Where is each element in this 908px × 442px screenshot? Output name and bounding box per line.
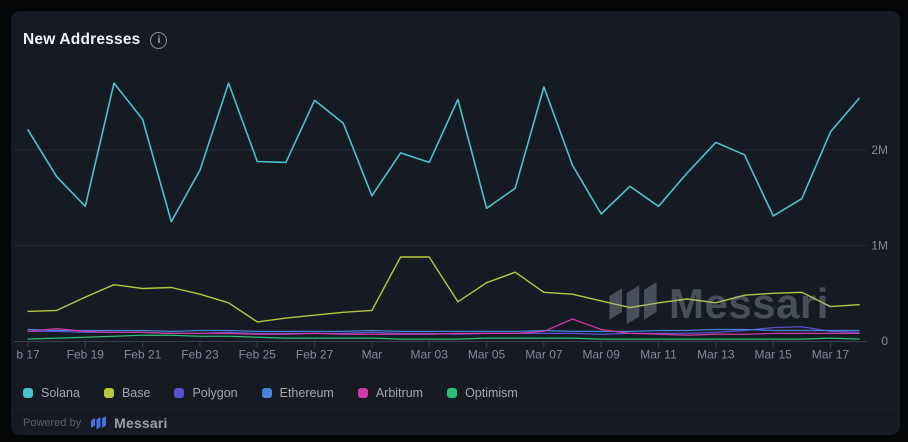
chart-legend: Solana Base Polygon Ethereum Arbitrum Optimis…: [23, 386, 518, 400]
x-axis-label: b 17: [16, 348, 40, 362]
y-axis-label: 1M: [871, 239, 888, 253]
legend-item-solana[interactable]: Solana: [23, 386, 80, 400]
x-axis-label: Mar 15: [754, 348, 792, 362]
x-axis-label: Mar 13: [697, 348, 735, 362]
y-axis-label: 2M: [871, 143, 888, 157]
legend-label: Polygon: [192, 386, 238, 400]
card-header: New Addresses i: [23, 31, 168, 49]
legend-swatch-base: [103, 388, 114, 398]
legend-label: Base: [121, 386, 151, 400]
x-axis-label: Mar: [362, 348, 383, 362]
legend-item-arbitrum[interactable]: Arbitrum: [357, 386, 424, 400]
chart-area: b 17 Feb 19 Feb 21 Feb 23 Feb 25 Feb 27 Mar Mar…: [11, 60, 900, 372]
x-axis-label: Mar 17: [812, 348, 850, 362]
series-line-ethereum: [27, 328, 860, 333]
y-axis-label: 0: [881, 334, 888, 348]
series-line-optimism: [27, 334, 860, 340]
x-axis-label: Feb 21: [124, 348, 162, 362]
powered-by-label: Powered by: [23, 416, 82, 429]
messari-footer-logo-icon[interactable]: [91, 415, 107, 430]
x-axis-label: Feb 23: [181, 348, 219, 362]
legend-label: Optimism: [465, 386, 518, 400]
page-title: New Addresses: [23, 31, 141, 48]
series-line-base: [27, 256, 860, 323]
legend-item-base[interactable]: Base: [103, 386, 151, 400]
legend-label: Ethereum: [279, 386, 334, 400]
legend-swatch-polygon: [174, 388, 185, 398]
series-line-arbitrum: [27, 318, 860, 336]
x-axis-label: Mar 05: [468, 348, 506, 362]
legend-label: Arbitrum: [375, 386, 424, 400]
x-axis-label: Mar 11: [640, 348, 677, 362]
footer-brand-text[interactable]: Messari: [114, 414, 168, 431]
legend-item-ethereum[interactable]: Ethereum: [261, 386, 334, 400]
x-axis-label: Mar 09: [583, 348, 621, 362]
legend-item-optimism[interactable]: Optimism: [447, 386, 518, 400]
card-footer: Powered by Messari: [11, 409, 900, 435]
legend-swatch-solana: [23, 388, 33, 398]
legend-label: Solana: [41, 386, 80, 400]
line-chart[interactable]: b 17 Feb 19 Feb 21 Feb 23 Feb 25 Feb 27 Mar Mar…: [11, 60, 900, 372]
legend-item-polygon[interactable]: Polygon: [174, 386, 238, 400]
series-line-solana: [27, 82, 860, 223]
x-axis-label: Feb 27: [296, 348, 334, 362]
info-icon[interactable]: i: [150, 31, 168, 49]
legend-swatch-optimism: [447, 388, 458, 398]
x-axis-label: Feb 19: [67, 348, 105, 362]
legend-swatch-ethereum: [261, 388, 272, 398]
x-axis-label: Mar 03: [411, 348, 449, 362]
new-addresses-card: New Addresses i b 17 Feb 19 Feb 21 Feb 23 Fe…: [11, 11, 900, 435]
x-axis-label: Mar 07: [525, 348, 563, 362]
x-axis-label: Feb 25: [239, 348, 277, 362]
legend-swatch-arbitrum: [357, 388, 368, 398]
